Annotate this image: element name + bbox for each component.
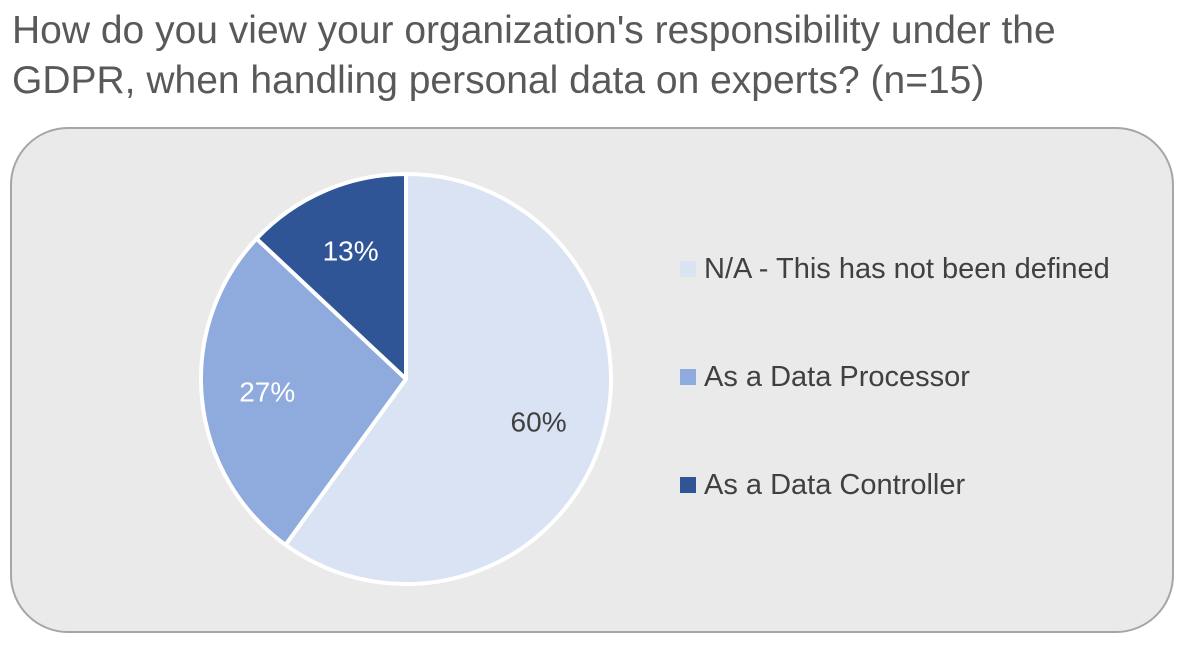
legend-swatch: [680, 477, 696, 493]
pie-data-label-2: 13%: [323, 236, 379, 267]
pie-data-label-1: 27%: [239, 377, 295, 408]
legend-item-1: As a Data Processor: [680, 353, 1110, 401]
legend-item-2: As a Data Controller: [680, 461, 1110, 509]
legend-swatch: [680, 369, 696, 385]
pie-data-label-0: 60%: [511, 407, 567, 438]
legend-item-0: N/A - This has not been defined: [680, 245, 1110, 293]
chart-title: How do you view your organization's resp…: [12, 9, 1056, 102]
pie-slice-2: [254, 172, 408, 381]
legend-label: N/A - This has not been defined: [704, 252, 1110, 285]
pie-slice-1: [199, 236, 408, 547]
pie-data-labels: 60% 27% 13%: [239, 236, 566, 438]
chart-legend: N/A - This has not been defined As a Data…: [680, 245, 1110, 509]
legend-swatch: [680, 261, 696, 277]
pie-slice-0: [283, 172, 613, 586]
pie-slices: [199, 172, 613, 586]
legend-label: As a Data Controller: [704, 468, 966, 501]
legend-label: As a Data Processor: [704, 360, 970, 393]
